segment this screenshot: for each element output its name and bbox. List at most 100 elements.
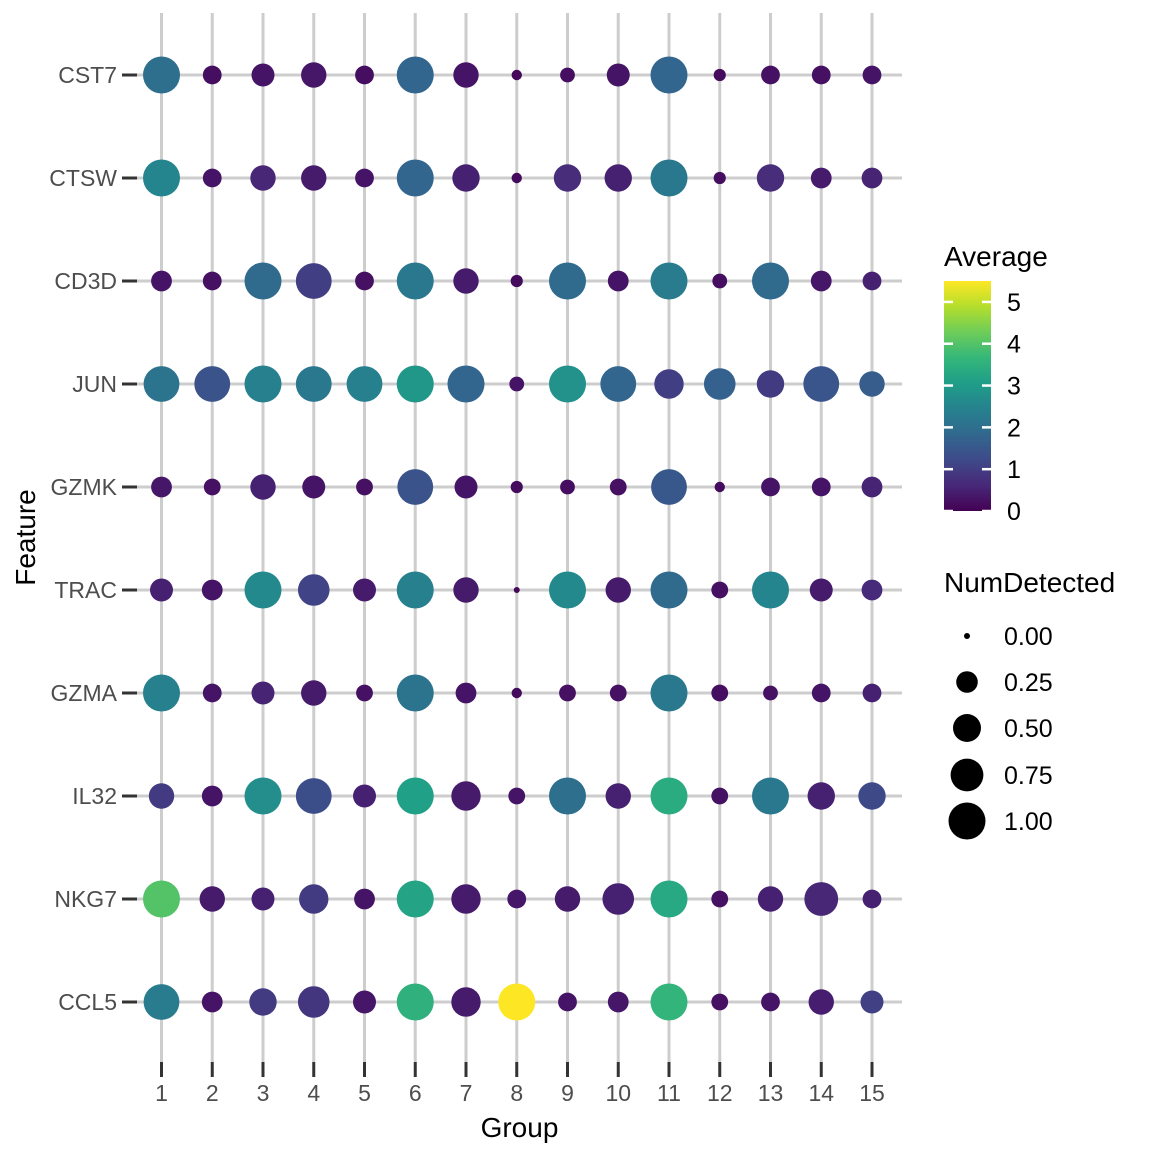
dot-IL32-6: [396, 777, 434, 815]
dot-CTSW-1: [143, 159, 180, 197]
x-tick-label: 11: [657, 1080, 681, 1106]
dot-JUN-8: [509, 376, 525, 392]
dot-JUN-9: [549, 365, 586, 403]
dot-TRAC-6: [396, 571, 434, 609]
dot-GZMA-1: [143, 674, 180, 712]
dot-JUN-13: [756, 370, 785, 398]
dot-CST7-15: [862, 65, 882, 85]
dot-CTSW-10: [604, 164, 632, 192]
y-tick-label: CD3D: [54, 268, 117, 294]
dot-GZMA-10: [609, 684, 627, 702]
dot-CTSW-12: [713, 171, 726, 185]
dot-NKG7-12: [711, 890, 729, 908]
dot-NKG7-3: [251, 887, 275, 911]
dot-CD3D-7: [453, 268, 479, 294]
x-tick-label: 8: [510, 1080, 523, 1106]
dot-CST7-9: [560, 67, 575, 83]
dot-GZMA-7: [455, 682, 477, 704]
size-legend-dot: [953, 714, 981, 742]
dot-CCL5-1: [143, 984, 180, 1020]
dot-CST7-4: [301, 62, 327, 88]
dot-GZMK-14: [811, 477, 831, 497]
dot-CST7-2: [202, 65, 222, 85]
x-tick-label: 12: [707, 1080, 733, 1106]
x-tick-label: 4: [307, 1080, 320, 1106]
dot-GZMK-5: [356, 478, 373, 496]
dot-TRAC-8: [513, 587, 520, 593]
dot-CTSW-13: [756, 164, 785, 192]
dot-NKG7-13: [757, 886, 784, 912]
dot-IL32-1: [148, 783, 175, 809]
dot-CCL5-3: [249, 988, 277, 1016]
dot-CD3D-12: [712, 273, 728, 289]
dot-JUN-15: [859, 371, 885, 397]
dot-GZMK-3: [250, 474, 276, 500]
dot-CTSW-7: [452, 164, 480, 192]
dot-CCL5-10: [607, 991, 629, 1013]
x-tick-label: 6: [409, 1080, 422, 1106]
x-axis-title: Group: [481, 1112, 559, 1143]
dot-GZMA-8: [511, 687, 522, 699]
dot-GZMA-11: [650, 674, 688, 712]
dot-NKG7-15: [862, 889, 882, 909]
dot-NKG7-7: [451, 884, 481, 914]
dot-CTSW-8: [511, 172, 522, 184]
x-tick-label: 1: [155, 1080, 168, 1106]
size-legend-dot: [948, 802, 986, 840]
dot-GZMK-15: [861, 476, 883, 498]
y-tick-label: NKG7: [54, 886, 117, 912]
x-tick-label: 14: [808, 1080, 834, 1106]
x-tick-label: 9: [561, 1080, 574, 1106]
size-legend-label: 0.00: [1004, 623, 1053, 651]
dot-CTSW-2: [202, 168, 222, 188]
dot-JUN-5: [346, 366, 383, 402]
dot-CTSW-4: [301, 165, 327, 191]
dot-GZMA-12: [711, 684, 729, 702]
x-tick-label: 2: [206, 1080, 219, 1106]
dot-CST7-14: [811, 65, 831, 85]
dot-CD3D-11: [650, 262, 688, 300]
dot-CTSW-14: [810, 167, 832, 189]
x-tick-label: 13: [758, 1080, 784, 1106]
color-legend-label: 0: [1007, 498, 1021, 526]
color-legend-label: 1: [1007, 456, 1021, 484]
dot-CTSW-11: [650, 159, 688, 197]
dot-GZMA-15: [862, 683, 882, 703]
dot-GZMK-2: [203, 478, 221, 496]
dot-TRAC-13: [752, 571, 789, 609]
dot-NKG7-11: [650, 880, 688, 918]
dot-CST7-10: [606, 63, 630, 87]
dot-CTSW-3: [250, 165, 276, 191]
dot-NKG7-10: [602, 883, 635, 915]
dot-CST7-3: [251, 63, 275, 87]
dot-IL32-4: [295, 778, 332, 814]
color-legend-bar: [944, 281, 991, 511]
dot-CCL5-7: [451, 987, 481, 1017]
dot-GZMK-1: [151, 476, 172, 498]
dot-CD3D-9: [549, 262, 586, 300]
dot-GZMA-6: [396, 674, 434, 712]
dot-CD3D-4: [295, 263, 332, 299]
dot-NKG7-4: [299, 884, 329, 914]
dot-CST7-5: [355, 65, 374, 85]
dot-TRAC-5: [353, 578, 376, 602]
dot-CCL5-8: [498, 983, 536, 1021]
dot-CST7-8: [511, 69, 522, 81]
dot-JUN-1: [143, 366, 180, 402]
dot-CST7-13: [761, 65, 780, 85]
dot-CD3D-14: [810, 270, 832, 292]
x-tick-label: 15: [859, 1080, 885, 1106]
dot-JUN-7: [447, 365, 485, 403]
dot-CCL5-9: [558, 992, 577, 1012]
dot-JUN-10: [600, 366, 637, 402]
dot-GZMA-3: [251, 681, 275, 705]
dot-IL32-10: [605, 783, 631, 809]
size-legend-label: 0.25: [1004, 669, 1053, 697]
size-legend-label: 0.50: [1004, 715, 1053, 743]
size-legend-title: NumDetected: [944, 567, 1115, 598]
y-tick-label: JUN: [72, 371, 117, 397]
x-tick-label: 5: [358, 1080, 371, 1106]
y-tick-label: CST7: [58, 62, 117, 88]
